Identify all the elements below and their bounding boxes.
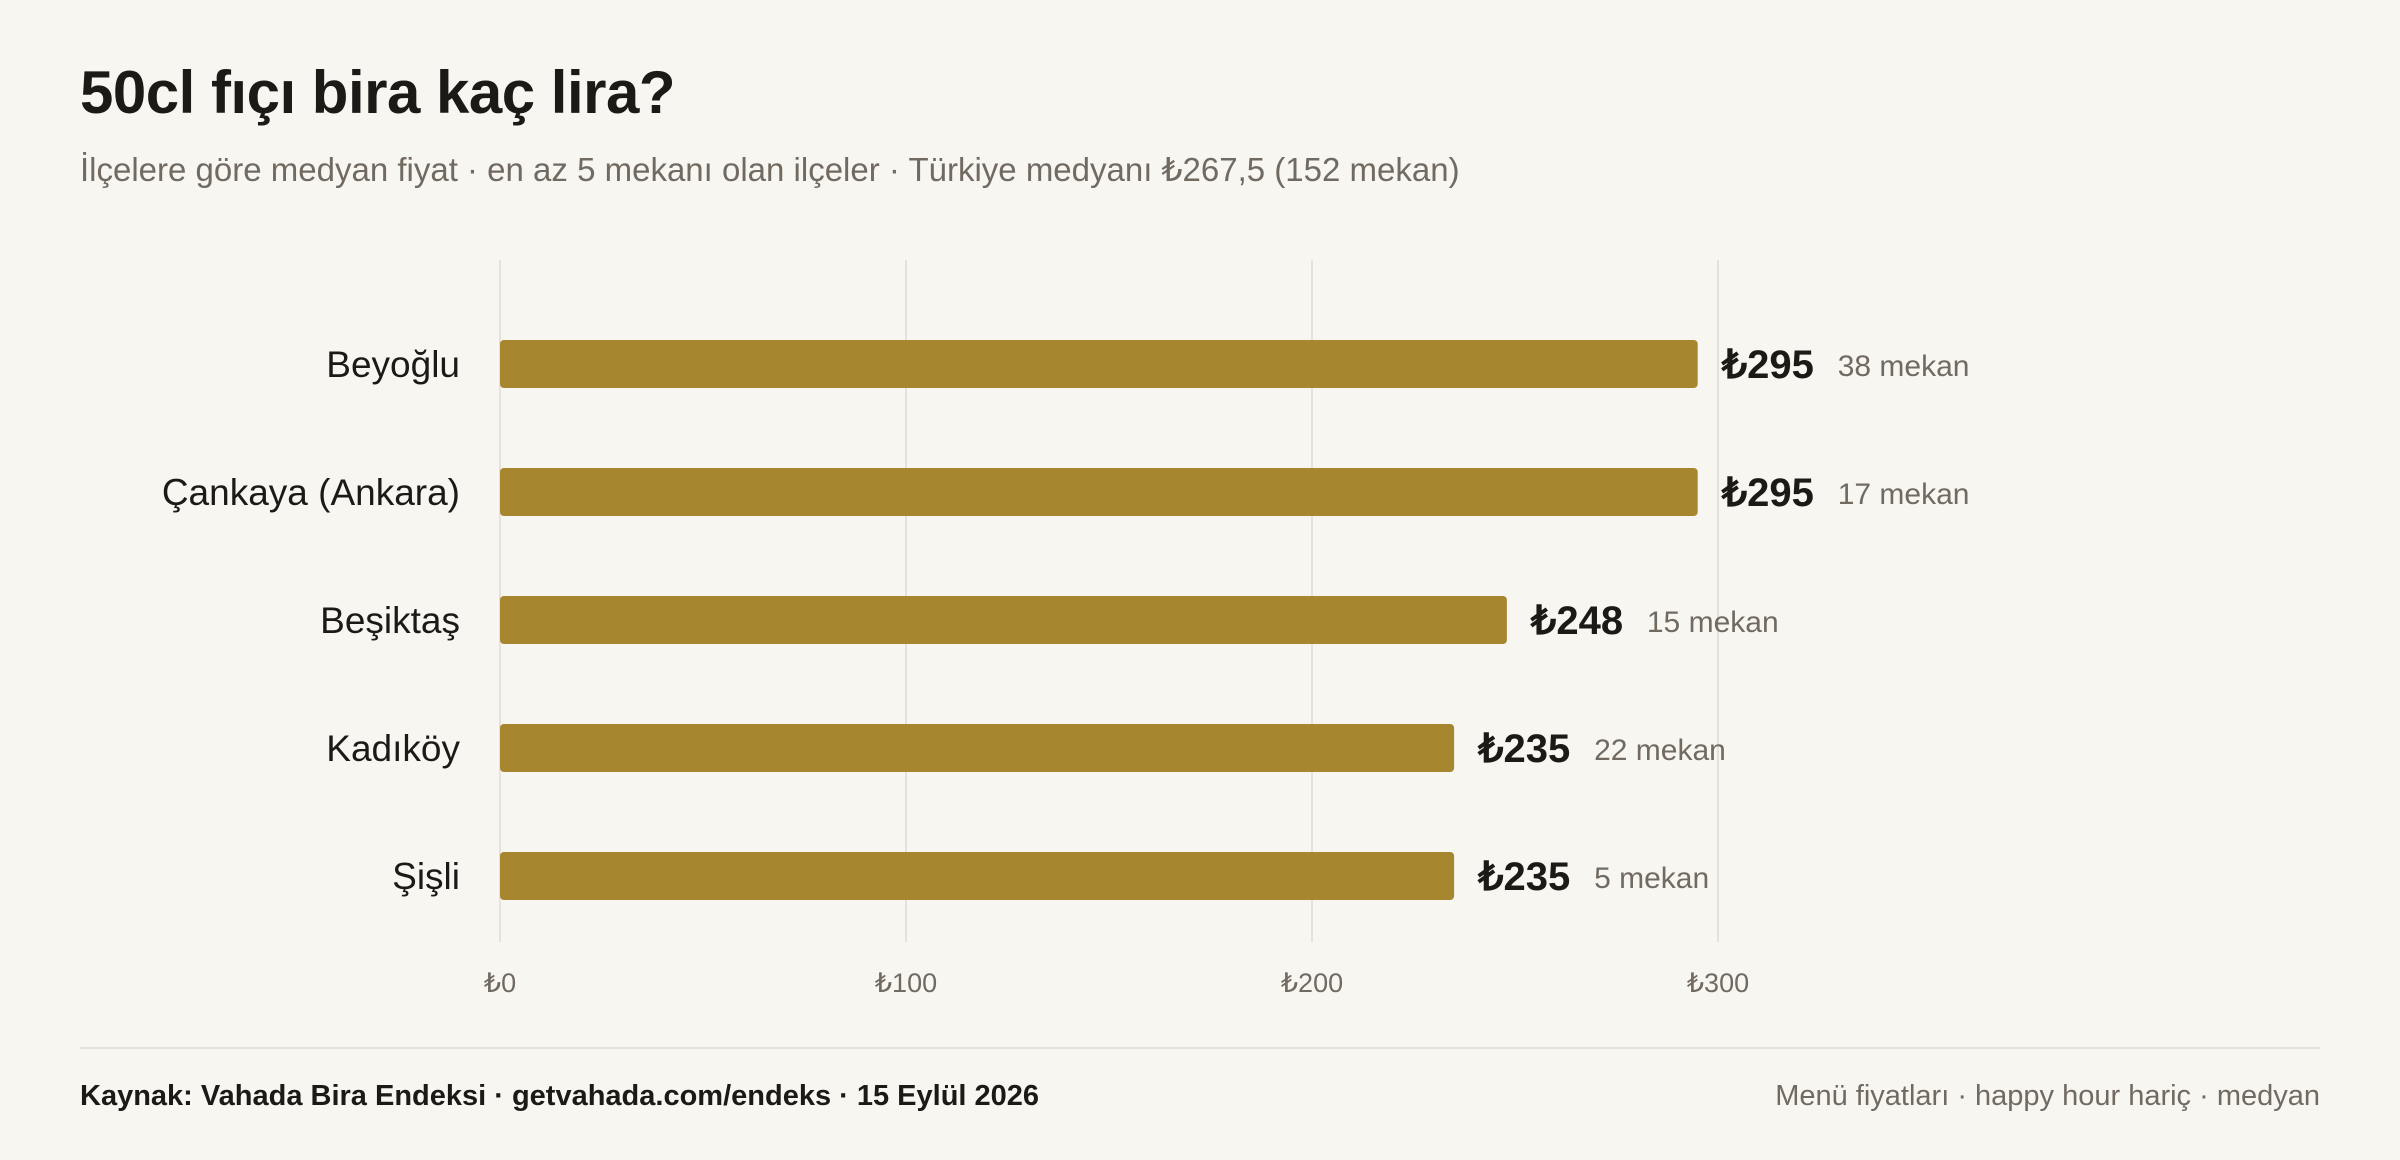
chart-title: 50cl fıçı bira kaç lira?	[80, 59, 676, 126]
bar	[500, 468, 1698, 516]
source-text: Kaynak: Vahada Bira Endeksi · getvahada.…	[80, 1080, 1040, 1112]
x-tick-label: ₺200	[1281, 968, 1343, 998]
value-label: ₺295	[1721, 343, 1814, 387]
x-tick-label: ₺300	[1687, 968, 1749, 998]
count-label: 15 mekan	[1647, 606, 1779, 639]
chart-subtitle: İlçelere göre medyan fiyat · en az 5 mek…	[80, 151, 1460, 188]
category-label: Şişli	[392, 856, 460, 897]
category-label: Beşiktaş	[320, 600, 460, 641]
count-label: 38 mekan	[1838, 350, 1970, 383]
x-tick-label: ₺0	[484, 968, 516, 998]
x-axis-ticks: ₺0 ₺100 ₺200 ₺300	[484, 968, 1749, 998]
count-label: 22 mekan	[1594, 734, 1726, 767]
bar	[500, 596, 1507, 644]
bar	[500, 724, 1455, 772]
bars: Beyoğlu ₺295 38 mekan Çankaya (Ankara) ₺295 1…	[162, 340, 1970, 900]
value-label: ₺235	[1477, 727, 1570, 771]
category-label: Kadıköy	[326, 728, 460, 769]
count-label: 17 mekan	[1838, 478, 1970, 511]
bar-chart: ₺0 ₺100 ₺200 ₺300 Beyoğlu ₺295 38 mekan Çankay…	[162, 260, 1970, 998]
value-label: ₺295	[1721, 471, 1814, 515]
x-tick-label: ₺100	[875, 968, 937, 998]
method-note: Menü fiyatları · happy hour hariç · medy…	[1775, 1080, 2320, 1112]
category-label: Çankaya (Ankara)	[162, 472, 460, 513]
count-label: 5 mekan	[1594, 862, 1709, 895]
value-label: ₺248	[1530, 599, 1623, 643]
value-label: ₺235	[1477, 855, 1570, 899]
footer-divider	[80, 1047, 2320, 1049]
bar	[500, 852, 1455, 900]
bar	[500, 340, 1698, 388]
category-label: Beyoğlu	[326, 344, 460, 385]
